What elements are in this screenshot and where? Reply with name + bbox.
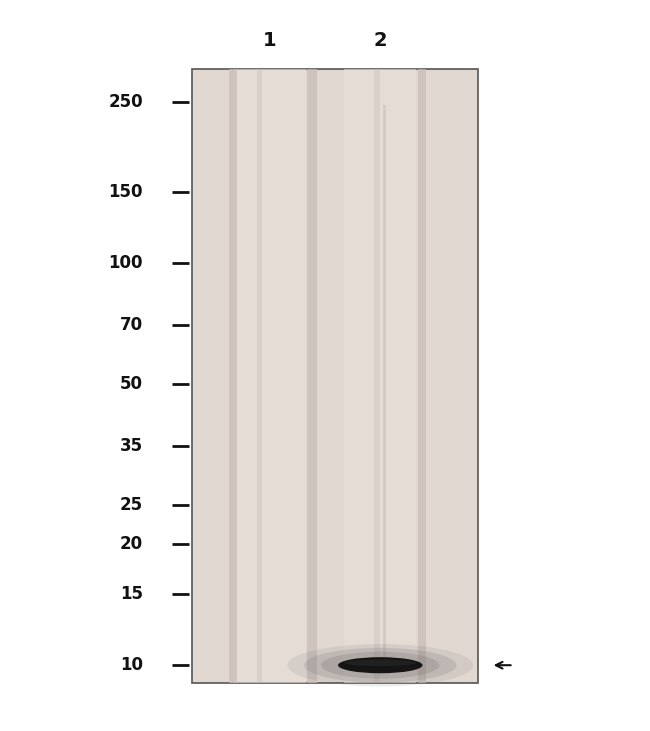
Bar — [307, 69, 317, 683]
Ellipse shape — [344, 659, 416, 666]
Bar — [374, 69, 380, 683]
Bar — [192, 69, 478, 683]
Ellipse shape — [304, 648, 456, 683]
Text: 20: 20 — [120, 535, 143, 553]
Bar — [257, 69, 262, 683]
Text: 70: 70 — [120, 316, 143, 334]
Text: 25: 25 — [120, 496, 143, 514]
Ellipse shape — [338, 657, 422, 673]
Ellipse shape — [321, 652, 439, 678]
Bar — [344, 69, 416, 683]
Text: 100: 100 — [109, 254, 143, 272]
Bar — [229, 69, 237, 683]
Text: 50: 50 — [120, 375, 143, 393]
Bar — [234, 69, 306, 683]
Text: 2: 2 — [374, 31, 387, 50]
Text: 250: 250 — [109, 94, 143, 111]
Text: 15: 15 — [120, 586, 143, 603]
Text: 35: 35 — [120, 437, 143, 455]
Ellipse shape — [287, 644, 473, 686]
Bar — [418, 69, 426, 683]
Text: 150: 150 — [109, 183, 143, 201]
Text: 1: 1 — [263, 31, 276, 50]
Text: 10: 10 — [120, 656, 143, 674]
